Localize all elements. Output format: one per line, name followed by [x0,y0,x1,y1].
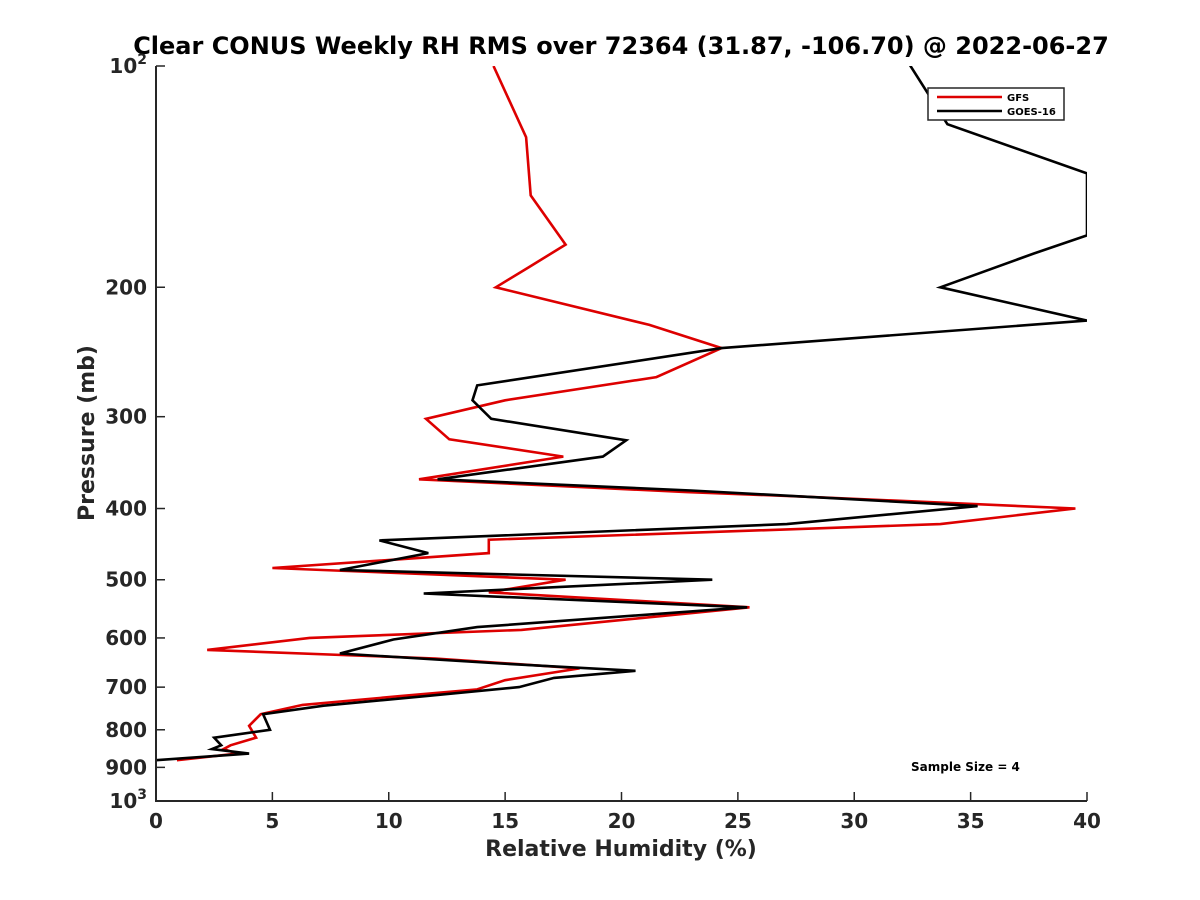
x-tick-label: 5 [265,809,279,833]
x-tick-label: 10 [375,809,403,833]
legend-box [927,87,1065,121]
legend: GFS GOES-16 [927,87,1065,121]
y-tick-label: 500 [105,568,147,592]
x-tick-label: 30 [840,809,868,833]
y-tick-label: 102 [109,52,147,78]
y-axis-label: Pressure (mb) [75,345,100,521]
legend-label: GOES-16 [1007,107,1056,118]
y-axis-ticks: 102 200 300 400 500 600 700 800 900 103 [105,52,165,813]
x-tick-label: 15 [491,809,519,833]
series-layer [156,66,1087,762]
y-tick-label: 800 [105,718,147,742]
x-tick-label: 20 [608,809,636,833]
y-tick-label: 300 [105,405,147,429]
plot-axes [155,66,1087,802]
legend-label: GFS [1007,93,1029,104]
x-tick-label: 40 [1073,809,1101,833]
y-tick-label: 700 [105,675,147,699]
series-line-2 [156,66,1087,762]
x-axis-label: Relative Humidity (%) [485,837,757,862]
x-axis-ticks: 0 5 10 15 20 25 30 35 40 [149,792,1101,833]
y-tick-label: 600 [105,626,147,650]
chart-title: Clear CONUS Weekly RH RMS over 72364 (31… [133,32,1109,60]
sample-size-annotation: Sample Size = 4 [911,760,1020,774]
x-tick-label: 25 [724,809,752,833]
y-tick-label: 103 [109,787,147,813]
x-tick-label: 35 [957,809,985,833]
y-tick-label: 900 [105,755,147,779]
x-tick-label: 0 [149,809,163,833]
y-tick-label: 400 [105,497,147,521]
series-line-1 [176,66,1076,762]
y-tick-label: 200 [105,275,147,299]
